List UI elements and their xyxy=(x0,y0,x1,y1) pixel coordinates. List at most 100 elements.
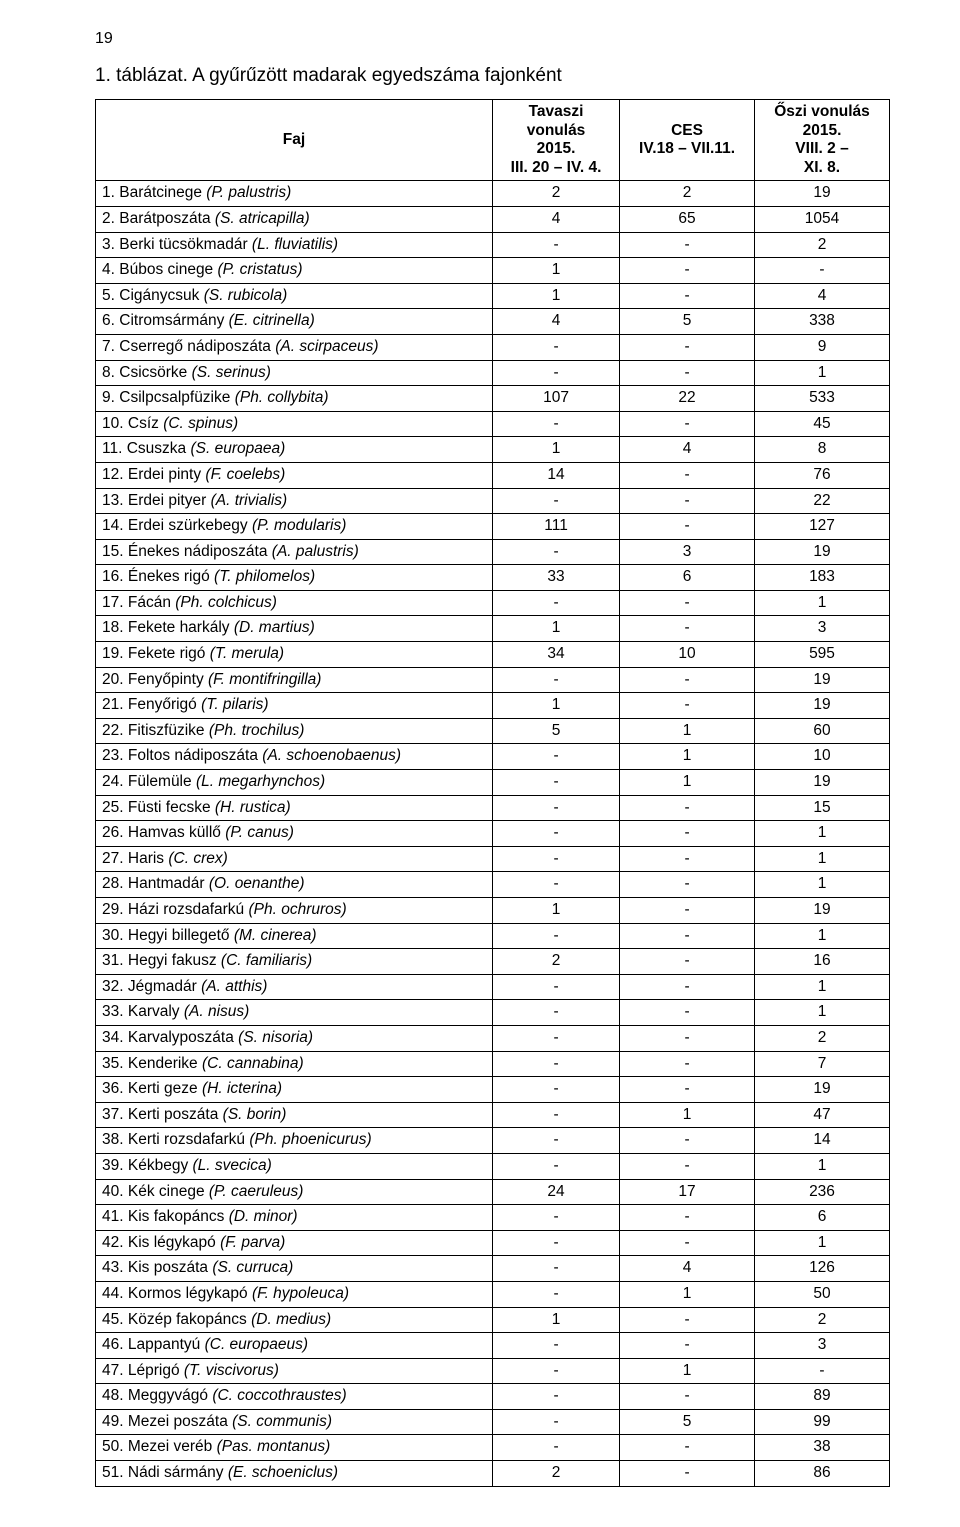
value-cell: - xyxy=(493,795,620,821)
species-latin: (S. communis) xyxy=(232,1413,332,1430)
species-name: Kék cinege xyxy=(128,1183,209,1200)
row-number: 35. xyxy=(102,1055,124,1072)
row-number: 40. xyxy=(102,1183,124,1200)
table-body: 1. Barátcinege (P. palustris)22192. Bará… xyxy=(96,181,890,1486)
value-cell: 5 xyxy=(493,718,620,744)
table-row: 34. Karvalyposzáta (S. nisoria)--2 xyxy=(96,1025,890,1051)
table-row: 46. Lappantyú (C. europaeus)--3 xyxy=(96,1333,890,1359)
table-row: 21. Fenyőrigó (T. pilaris)1-19 xyxy=(96,693,890,719)
table-row: 41. Kis fakopáncs (D. minor)--6 xyxy=(96,1205,890,1231)
species-name: Nádi sármány xyxy=(128,1464,228,1481)
species-latin: (A. scirpaceus) xyxy=(275,338,378,355)
species-cell: 30. Hegyi billegető (M. cinerea) xyxy=(96,923,493,949)
species-latin: (T. viscivorus) xyxy=(184,1362,279,1379)
value-cell: - xyxy=(493,1384,620,1410)
value-cell: - xyxy=(493,1281,620,1307)
species-latin: (E. citrinella) xyxy=(229,312,315,329)
value-cell: 50 xyxy=(755,1281,890,1307)
value-cell: 1 xyxy=(755,872,890,898)
species-name: Csicsörke xyxy=(119,364,191,381)
species-name: Énekes rigó xyxy=(128,568,214,585)
value-cell: - xyxy=(620,1077,755,1103)
species-cell: 45. Közép fakopáncs (D. medius) xyxy=(96,1307,493,1333)
value-cell: 9 xyxy=(755,334,890,360)
species-cell: 40. Kék cinege (P. caeruleus) xyxy=(96,1179,493,1205)
species-latin: (H. icterina) xyxy=(202,1080,282,1097)
value-cell: 4 xyxy=(493,309,620,335)
row-number: 29. xyxy=(102,901,124,918)
species-latin: (Pas. montanus) xyxy=(217,1438,331,1455)
table-row: 14. Erdei szürkebegy (P. modularis)111-1… xyxy=(96,514,890,540)
row-number: 33. xyxy=(102,1003,124,1020)
value-cell: 24 xyxy=(493,1179,620,1205)
value-cell: - xyxy=(493,1077,620,1103)
species-name: Haris xyxy=(128,850,168,867)
species-latin: (E. schoeniclus) xyxy=(228,1464,338,1481)
table-row: 9. Csilpcsalpfüzike (Ph. collybita)10722… xyxy=(96,386,890,412)
value-cell: - xyxy=(493,1128,620,1154)
value-cell: - xyxy=(620,1000,755,1026)
species-latin: (M. cinerea) xyxy=(234,927,317,944)
table-row: 16. Énekes rigó (T. philomelos)336183 xyxy=(96,565,890,591)
table-row: 38. Kerti rozsdafarkú (Ph. phoenicurus)-… xyxy=(96,1128,890,1154)
table-row: 24. Fülemüle (L. megarhynchos)-119 xyxy=(96,770,890,796)
value-cell: - xyxy=(620,898,755,924)
table-row: 43. Kis poszáta (S. curruca)-4126 xyxy=(96,1256,890,1282)
value-cell: - xyxy=(755,1358,890,1384)
value-cell: 1 xyxy=(620,770,755,796)
value-cell: - xyxy=(493,539,620,565)
species-name: Fenyőrigó xyxy=(128,696,201,713)
species-latin: (F. coelebs) xyxy=(205,466,285,483)
value-cell: - xyxy=(620,283,755,309)
row-number: 37. xyxy=(102,1106,124,1123)
value-cell: - xyxy=(493,232,620,258)
table-row: 18. Fekete harkály (D. martius)1-3 xyxy=(96,616,890,642)
value-cell: 34 xyxy=(493,642,620,668)
value-cell: - xyxy=(493,1102,620,1128)
species-latin: (L. megarhynchos) xyxy=(196,773,325,790)
value-cell: 99 xyxy=(755,1409,890,1435)
value-cell: 1 xyxy=(755,974,890,1000)
species-cell: 25. Füsti fecske (H. rustica) xyxy=(96,795,493,821)
value-cell: - xyxy=(620,334,755,360)
value-cell: 3 xyxy=(755,1333,890,1359)
value-cell: - xyxy=(493,590,620,616)
species-cell: 48. Meggyvágó (C. coccothraustes) xyxy=(96,1384,493,1410)
value-cell: 1 xyxy=(620,1281,755,1307)
species-latin: (S. atricapilla) xyxy=(215,210,310,227)
species-cell: 13. Erdei pityer (A. trivialis) xyxy=(96,488,493,514)
row-number: 26. xyxy=(102,824,124,841)
species-cell: 23. Foltos nádiposzáta (A. schoenobaenus… xyxy=(96,744,493,770)
species-latin: (P. cristatus) xyxy=(218,261,303,278)
species-name: Léprigó xyxy=(128,1362,184,1379)
species-name: Hantmadár xyxy=(128,875,209,892)
value-cell: 1 xyxy=(493,693,620,719)
table-row: 29. Házi rozsdafarkú (Ph. ochruros)1-19 xyxy=(96,898,890,924)
value-cell: - xyxy=(493,821,620,847)
value-cell: 3 xyxy=(755,616,890,642)
row-number: 42. xyxy=(102,1234,124,1251)
species-latin: (O. oenanthe) xyxy=(209,875,305,892)
value-cell: 1 xyxy=(755,846,890,872)
table-row: 6. Citromsármány (E. citrinella)45338 xyxy=(96,309,890,335)
value-cell: 19 xyxy=(755,539,890,565)
value-cell: - xyxy=(493,1025,620,1051)
table-row: 31. Hegyi fakusz (C. familiaris)2-16 xyxy=(96,949,890,975)
value-cell: - xyxy=(493,1409,620,1435)
row-number: 24. xyxy=(102,773,124,790)
species-name: Cserregő nádiposzáta xyxy=(119,338,275,355)
species-name: Fekete rigó xyxy=(128,645,210,662)
value-cell: - xyxy=(620,821,755,847)
species-name: Fenyőpinty xyxy=(128,671,208,688)
species-cell: 39. Kékbegy (L. svecica) xyxy=(96,1153,493,1179)
value-cell: 1 xyxy=(493,616,620,642)
row-number: 22. xyxy=(102,722,124,739)
value-cell: - xyxy=(493,1153,620,1179)
value-cell: 14 xyxy=(493,462,620,488)
value-cell: 33 xyxy=(493,565,620,591)
value-cell: 1 xyxy=(493,437,620,463)
species-latin: (S. serinus) xyxy=(192,364,271,381)
value-cell: - xyxy=(620,411,755,437)
table-row: 33. Karvaly (A. nisus)--1 xyxy=(96,1000,890,1026)
table-row: 15. Énekes nádiposzáta (A. palustris)-31… xyxy=(96,539,890,565)
